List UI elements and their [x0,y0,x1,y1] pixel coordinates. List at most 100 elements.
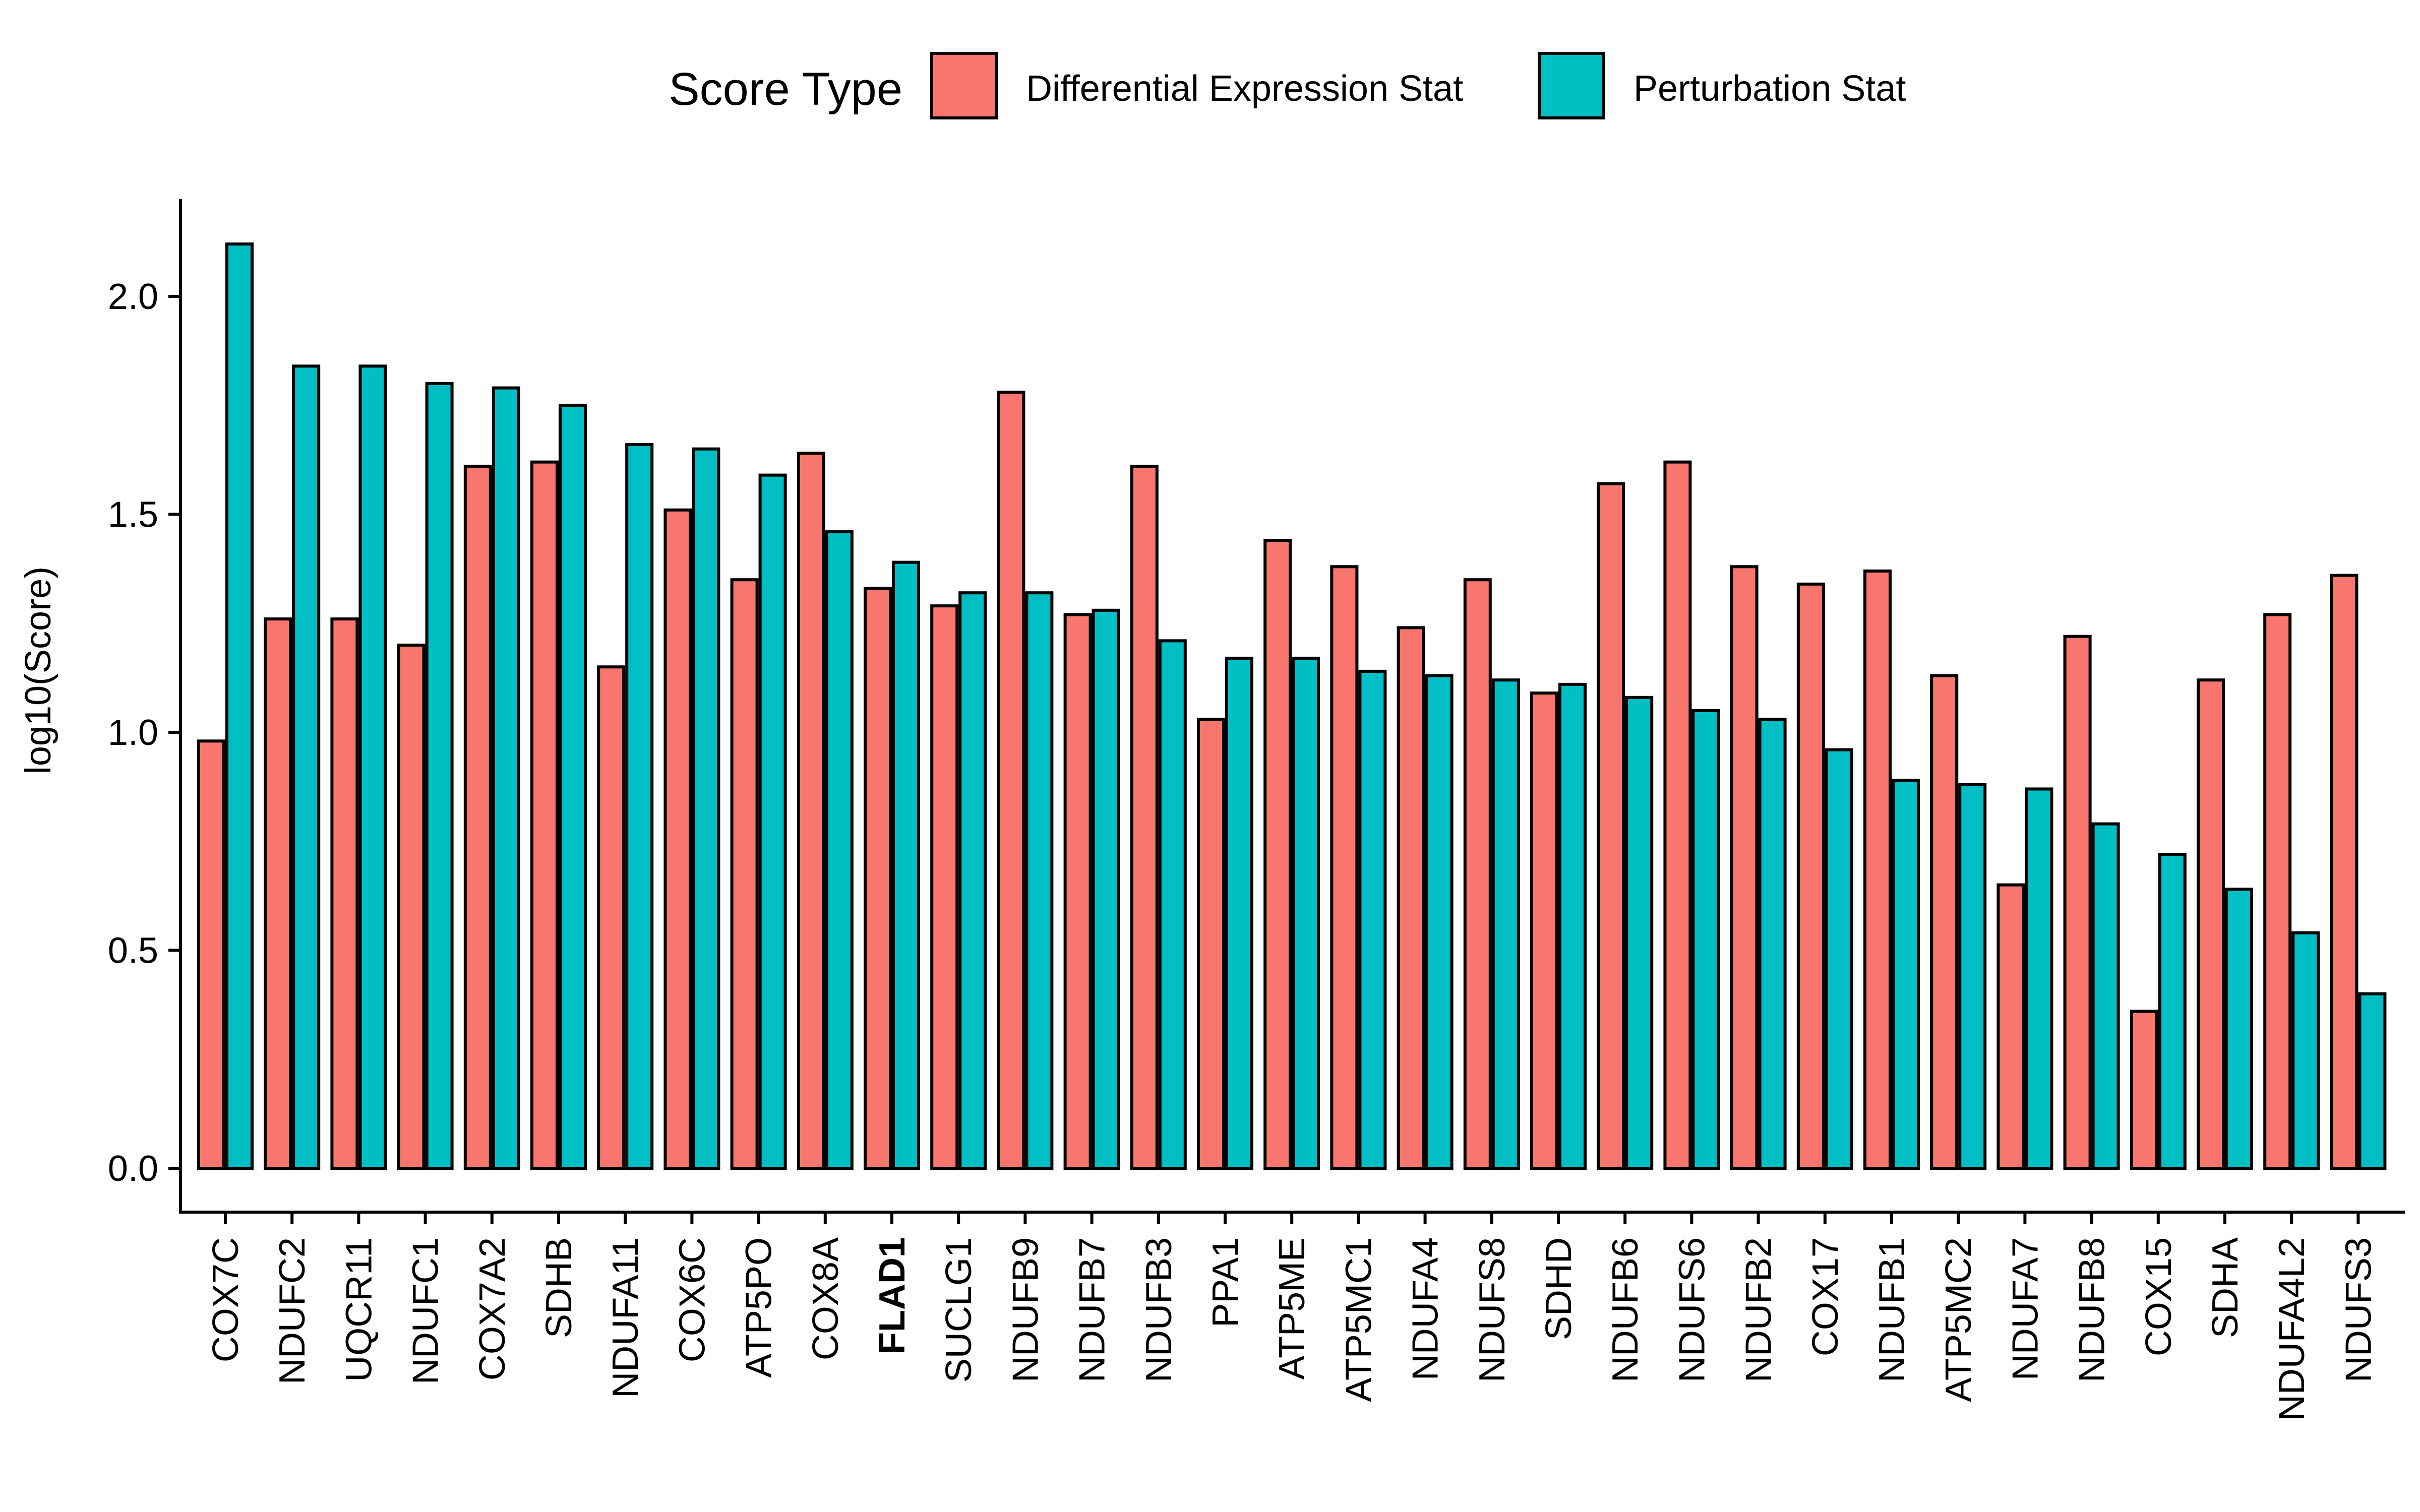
x-tick-label-ndufa4l2: NDUFA4L2 [2272,1237,2312,1421]
bar-differential-expression-suclg1 [930,604,959,1170]
x-tick-label-ndufa11: NDUFA11 [606,1237,646,1398]
x-tick-label-uqcr11: UQCR11 [339,1237,379,1382]
x-tick-label-atp5mc2: ATP5MC2 [1939,1237,1979,1402]
bar-differential-expression-cox8a [797,452,825,1170]
y-tick-label: 0.5 [108,931,158,971]
legend-title: Score Type [669,64,902,115]
bars [197,242,2387,1170]
y-axis-title: log10(Score) [18,566,58,774]
x-tick-label-ndufb3: NDUFB3 [1139,1237,1179,1382]
bar-perturbation-uqcr11 [358,364,387,1170]
x-tick-label-ndufb7: NDUFB7 [1072,1237,1113,1382]
x-tick-label-ndufc1: NDUFC1 [406,1237,446,1384]
bar-perturbation-ndufa11 [625,443,654,1170]
y-tick-label: 1.0 [108,713,158,753]
bar-perturbation-atp5me [1292,656,1320,1170]
bar-differential-expression-ndufb6 [1597,482,1625,1170]
y-tick-label: 2.0 [108,277,158,317]
bar-differential-expression-ndufb8 [2063,635,2092,1170]
bar-perturbation-ndufb3 [1158,639,1187,1170]
bar-perturbation-atp5mc1 [1358,669,1387,1170]
bar-differential-expression-ndufb2 [1730,565,1759,1170]
bar-perturbation-ndufb7 [1092,608,1120,1170]
x-tick-label-atp5mc1: ATP5MC1 [1339,1237,1379,1402]
bar-differential-expression-ndufb9 [997,391,1025,1170]
x-tick-label-ndufc2: NDUFC2 [272,1237,313,1384]
x-tick-label-atp5po: ATP5PO [739,1237,779,1378]
bar-perturbation-ndufb9 [1025,591,1054,1170]
bar-perturbation-ndufb1 [1892,779,1920,1170]
bar-perturbation-ndufa4l2 [2291,931,2320,1170]
bar-perturbation-ndufs3 [2358,992,2387,1170]
bar-differential-expression-cox15 [2130,1010,2158,1170]
bar-perturbation-cox8a [825,530,854,1170]
bar-perturbation-cox15 [2158,853,2187,1170]
bar-differential-expression-ndufs6 [1663,460,1692,1170]
bar-perturbation-atp5mc2 [1958,783,1987,1170]
bar-differential-expression-cox7c [197,739,225,1170]
bar-differential-expression-cox6c [663,508,692,1170]
x-tick-label-sdhd: SDHD [1539,1237,1579,1340]
x-tick-label-ndufa7: NDUFA7 [2005,1237,2045,1380]
bar-differential-expression-flad1 [864,587,892,1170]
x-tick-label-ndufs8: NDUFS8 [1472,1237,1512,1382]
x-tick-label-ndufb8: NDUFB8 [2072,1237,2112,1382]
x-tick-label-ndufb6: NDUFB6 [1605,1237,1646,1382]
x-axis-ticks: COX7C NDUFC2 UQCR11 NDUFC1 COX7A2 SDHB NDUFA11… [206,1212,2379,1421]
bar-perturbation-atp5po [758,473,787,1170]
x-tick-label-ndufb9: NDUFB9 [1005,1237,1046,1382]
x-tick-label-atp5me: ATP5ME [1272,1237,1312,1380]
x-tick-label-ndufa4: NDUFA4 [1406,1237,1446,1380]
x-tick-label-cox7a2: COX7A2 [472,1237,513,1380]
x-tick-label-cox6c: COX6C [672,1237,712,1362]
x-tick-label-ndufb1: NDUFB1 [1872,1237,1912,1382]
bar-perturbation-sdhb [559,404,587,1170]
bar-differential-expression-ndufa11 [597,665,626,1170]
legend-swatch-differential-expression [930,52,998,119]
bar-perturbation-ppa1 [1225,656,1253,1170]
y-axis-ticks: 0.0 0.5 1.0 1.5 2.0 [108,277,180,1189]
bar-differential-expression-ndufc2 [264,617,292,1170]
x-tick-label-flad1: FLAD1 [872,1237,913,1354]
x-tick-label-ndufb2: NDUFB2 [1739,1237,1779,1382]
bar-differential-expression-ndufa7 [1996,883,2025,1170]
bar-differential-expression-ndufb3 [1130,465,1159,1170]
bar-perturbation-sdha [2225,888,2253,1170]
bar-differential-expression-ndufs3 [2330,574,2358,1170]
bar-differential-expression-atp5mc2 [1930,674,1959,1170]
bar-differential-expression-ndufa4 [1397,626,1425,1170]
bar-perturbation-ndufa7 [2025,787,2053,1170]
bar-differential-expression-ndufs8 [1463,578,1492,1170]
bar-differential-expression-ndufb1 [1863,569,1892,1170]
bar-perturbation-cox17 [1825,748,1853,1170]
bar-differential-expression-atp5mc1 [1330,565,1359,1170]
bar-differential-expression-uqcr11 [330,617,359,1170]
y-tick-label: 1.5 [108,495,158,535]
bar-perturbation-ndufc1 [425,382,454,1170]
x-tick-label-sdhb: SDHB [539,1237,579,1338]
legend: Score Type Differential Expression Stat … [669,52,1906,119]
x-tick-label-cox8a: COX8A [806,1237,846,1360]
bar-perturbation-ndufs8 [1491,678,1520,1170]
legend-label-differential-expression: Differential Expression Stat [1026,69,1463,109]
bar-differential-expression-sdhd [1530,691,1558,1170]
bar-differential-expression-ppa1 [1197,718,1225,1170]
bar-perturbation-cox7c [225,242,254,1170]
bar-perturbation-sdhd [1558,682,1587,1170]
bar-perturbation-ndufb8 [2091,822,2120,1170]
x-tick-label-ppa1: PPA1 [1205,1237,1246,1328]
bar-perturbation-cox6c [692,447,720,1170]
bar-differential-expression-ndufb7 [1063,613,1092,1170]
bar-differential-expression-ndufc1 [397,644,426,1170]
bar-differential-expression-atp5me [1263,539,1292,1170]
x-tick-label-ndufs3: NDUFS3 [2338,1237,2379,1382]
bar-perturbation-cox7a2 [492,386,520,1170]
legend-label-perturbation: Perturbation Stat [1634,69,1906,109]
x-tick-label-suclg1: SUCLG1 [939,1237,979,1382]
bar-differential-expression-cox7a2 [463,465,492,1170]
bar-perturbation-ndufb6 [1625,696,1654,1170]
x-tick-label-cox7c: COX7C [206,1237,246,1362]
x-tick-label-cox17: COX17 [1805,1237,1846,1356]
bar-differential-expression-ndufa4l2 [2263,613,2292,1170]
